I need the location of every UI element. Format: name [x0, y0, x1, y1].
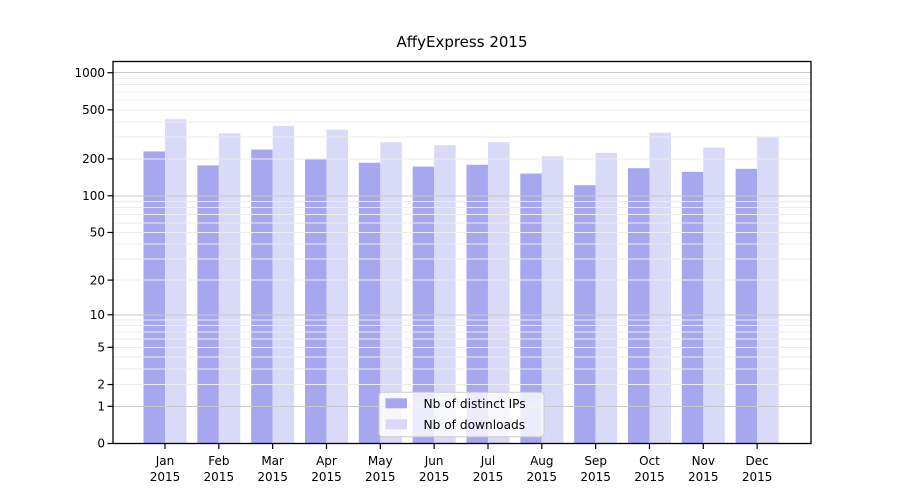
- bar-distinct-ips-oct: [627, 168, 650, 444]
- gridlines-group: [113, 72, 811, 407]
- x-tick-label-year: 2015: [311, 470, 342, 484]
- plot-border: [112, 60, 812, 445]
- y-tick-label: 2: [97, 378, 105, 392]
- x-tick-label-year: 2015: [419, 470, 450, 484]
- y-tick-label: 0: [97, 437, 105, 451]
- bar-downloads-may: [380, 142, 402, 444]
- bar-distinct-ips-nov: [681, 171, 704, 444]
- bar-downloads-nov: [703, 147, 725, 444]
- x-tick-label-month: Nov: [692, 454, 715, 468]
- bar-downloads-feb: [218, 133, 241, 444]
- x-tick-label-month: Sep: [584, 454, 607, 468]
- x-tick-label-month: Mar: [261, 454, 284, 468]
- y-tick-label: 10: [90, 308, 105, 322]
- x-tick-label-month: Jun: [424, 454, 444, 468]
- y-tick-label: 20: [90, 273, 105, 287]
- y-tick-label: 50: [90, 226, 105, 240]
- legend-box: [378, 391, 545, 438]
- legend-swatch-downloads-icon: [385, 419, 407, 430]
- y-tick-label: 1: [97, 400, 105, 414]
- bar-downloads-aug: [541, 156, 564, 444]
- bar-distinct-ips-mar: [251, 149, 273, 444]
- axis-ticks-group: [107, 72, 758, 449]
- bar-downloads-jan: [165, 119, 187, 444]
- x-tick-label-year: 2015: [365, 470, 396, 484]
- bar-downloads-oct: [649, 132, 671, 444]
- bar-distinct-ips-jan: [143, 151, 165, 444]
- legend: Nb of distinct IPs Nb of downloads: [378, 391, 545, 438]
- x-tick-label-year: 2015: [527, 470, 558, 484]
- bar-distinct-ips-may: [358, 162, 381, 444]
- bar-downloads-mar: [272, 125, 295, 444]
- x-tick-label-year: 2015: [257, 470, 288, 484]
- x-tick-label-year: 2015: [150, 470, 181, 484]
- x-tick-label-month: Jan: [155, 454, 175, 468]
- x-tick-label-year: 2015: [742, 470, 773, 484]
- axis-labels-group: 0 1 2 5 10 20 50 100 200 500 1000 Jan 2015 Feb 2015 Mar…: [74, 66, 772, 484]
- x-tick-label-month: Jul: [480, 454, 495, 468]
- bar-downloads-dec: [757, 136, 779, 444]
- x-tick-label-month: May: [368, 454, 393, 468]
- x-tick-label-year: 2015: [473, 470, 504, 484]
- y-tick-label: 1000: [74, 66, 105, 80]
- bar-distinct-ips-apr: [304, 158, 327, 444]
- x-tick-label-month: Apr: [316, 454, 337, 468]
- x-tick-label-month: Feb: [208, 454, 229, 468]
- legend-swatch-distinct-ips-icon: [385, 398, 407, 409]
- x-tick-label-year: 2015: [688, 470, 719, 484]
- bar-downloads-apr: [326, 129, 348, 444]
- legend-label-downloads: Nb of downloads: [424, 418, 526, 432]
- y-tick-label: 100: [82, 189, 105, 203]
- x-tick-label-month: Aug: [530, 454, 553, 468]
- chart-title: AffyExpress 2015: [396, 33, 528, 51]
- bar-distinct-ips-jul: [466, 164, 488, 444]
- bar-distinct-ips-feb: [197, 165, 219, 444]
- x-tick-label-year: 2015: [634, 470, 665, 484]
- y-tick-label: 500: [82, 103, 105, 117]
- bar-distinct-ips-jun: [412, 166, 435, 444]
- y-tick-label: 5: [97, 341, 105, 355]
- x-tick-label-year: 2015: [204, 470, 235, 484]
- x-tick-label-month: Oct: [639, 454, 660, 468]
- x-tick-label-month: Dec: [746, 454, 769, 468]
- y-tick-label: 200: [82, 152, 105, 166]
- x-tick-label-year: 2015: [580, 470, 611, 484]
- bar-distinct-ips-dec: [735, 168, 758, 444]
- legend-label-distinct-ips: Nb of distinct IPs: [424, 397, 526, 411]
- bar-downloads-sep: [595, 152, 618, 444]
- bar-distinct-ips-aug: [520, 173, 542, 444]
- bar-downloads-jul: [487, 142, 510, 444]
